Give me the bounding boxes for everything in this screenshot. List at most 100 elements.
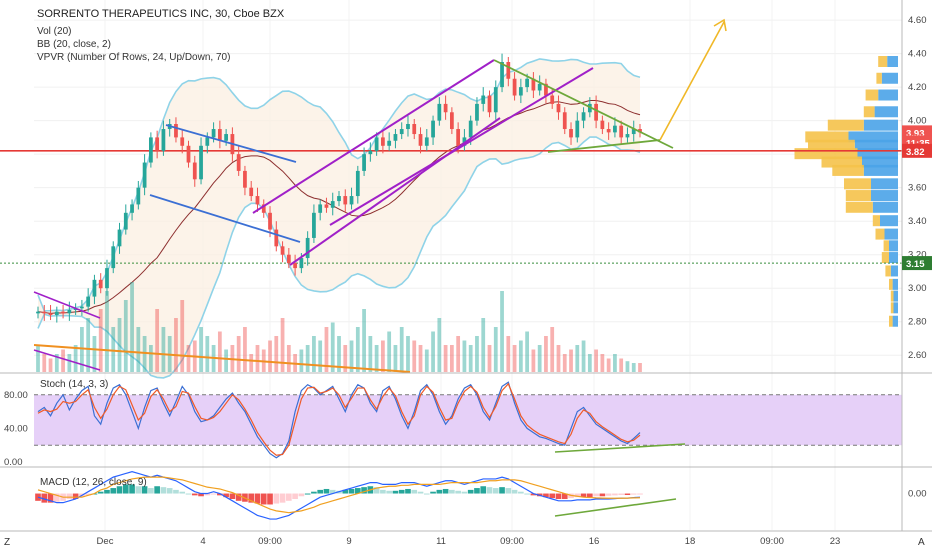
candle-body xyxy=(600,120,605,130)
timezone-toggle[interactable]: Z xyxy=(4,537,10,548)
macd-hist-bar xyxy=(474,488,480,494)
macd-hist-bar xyxy=(154,486,160,494)
candle-body xyxy=(531,78,536,91)
candle-body xyxy=(293,263,297,269)
volume-bar xyxy=(136,327,141,372)
vpvr-up-bar xyxy=(880,215,898,227)
macd-hist-bar xyxy=(116,486,123,494)
time-tick: Dec xyxy=(97,536,114,547)
volume-bar xyxy=(111,327,116,372)
price-tick: 2.80 xyxy=(908,317,927,328)
candle-body xyxy=(468,120,473,138)
stoch-tick: 80.00 xyxy=(4,390,28,401)
macd-hist-bar xyxy=(135,486,142,494)
macd-hist-bar xyxy=(148,488,154,494)
indicator-vol[interactable]: Vol (20) xyxy=(37,26,71,37)
candle-body xyxy=(174,124,178,138)
macd-hist-bar xyxy=(191,493,198,496)
volume-bar xyxy=(243,327,247,372)
candle-body xyxy=(111,246,116,269)
volume-bar xyxy=(468,345,473,372)
candle-body xyxy=(437,103,442,121)
volume-bar xyxy=(600,354,605,372)
auto-scale-toggle[interactable]: A xyxy=(918,537,925,548)
candle-body xyxy=(142,162,147,188)
macd-hist-bar xyxy=(612,493,618,496)
volume-bar xyxy=(249,354,254,372)
macd-hist-bar xyxy=(524,493,530,495)
volume-bar xyxy=(537,345,542,372)
macd-hist-bar xyxy=(599,493,606,497)
vpvr-up-bar xyxy=(884,228,898,240)
candle-body xyxy=(349,196,354,205)
candle-body xyxy=(67,310,72,314)
vpvr-down-bar xyxy=(878,56,888,67)
vpvr-up-bar xyxy=(862,156,898,168)
candle-body xyxy=(155,137,160,151)
macd-label[interactable]: MACD (12, 26, close, 9) xyxy=(40,477,147,488)
vpvr-up-bar xyxy=(881,72,898,84)
stoch-tick: 0.00 xyxy=(4,457,23,468)
macd-hist-bar xyxy=(260,493,267,505)
volume-bar xyxy=(487,345,492,372)
vpvr-down-bar xyxy=(890,290,894,302)
vpvr-up-bar xyxy=(889,252,898,264)
candle-body xyxy=(330,201,335,208)
candle-body xyxy=(61,311,65,314)
candle-body xyxy=(355,170,360,197)
volume-bar xyxy=(305,345,310,372)
candle-body xyxy=(299,258,304,269)
macd-hist-bar xyxy=(122,484,129,494)
candle-body xyxy=(537,83,542,91)
candle-body xyxy=(550,95,555,104)
candle-body xyxy=(36,311,40,314)
candle-body xyxy=(337,196,341,202)
vpvr-down-bar xyxy=(821,156,862,168)
volume-bar xyxy=(105,291,109,372)
indicator-bb[interactable]: BB (20, close, 2) xyxy=(37,39,111,50)
vpvr-up-bar xyxy=(857,148,898,160)
macd-hist-bar xyxy=(248,493,255,503)
macd-hist-bar xyxy=(66,493,73,499)
candle-body xyxy=(393,134,398,141)
indicator-vpvr[interactable]: VPVR (Number Of Rows, 24, Up/Down, 70) xyxy=(37,52,230,63)
stoch-tick: 40.00 xyxy=(4,423,28,434)
macd-hist-bar xyxy=(361,487,367,494)
time-tick: 16 xyxy=(589,536,600,547)
candle-body xyxy=(86,296,91,307)
candle-body xyxy=(180,137,185,146)
volume-bar xyxy=(355,327,360,372)
vpvr-down-bar xyxy=(808,139,855,151)
volume-bar xyxy=(525,331,530,372)
macd-hist-bar xyxy=(329,489,336,494)
volume-bar xyxy=(493,327,498,372)
macd-hist-bar xyxy=(505,488,512,494)
price-badge xyxy=(902,256,932,271)
volume-bar xyxy=(613,354,617,372)
candle-body xyxy=(556,103,561,113)
stoch-label[interactable]: Stoch (14, 3, 3) xyxy=(40,379,108,390)
candle-body xyxy=(268,212,272,230)
macd-hist-bar xyxy=(273,493,280,504)
candle-body xyxy=(387,140,392,146)
vpvr-down-bar xyxy=(872,215,880,227)
macd-hist-bar xyxy=(405,488,411,494)
volume-bar xyxy=(343,345,348,372)
vpvr-up-bar xyxy=(874,106,898,118)
macd-hist-bar xyxy=(411,489,418,494)
vpvr-up-bar xyxy=(887,56,898,67)
macd-hist-bar xyxy=(254,493,261,504)
macd-hist-bar xyxy=(85,493,91,496)
stoch-pane xyxy=(34,381,902,459)
macd-hist-bar xyxy=(480,486,487,494)
macd-hist-bar xyxy=(354,488,361,494)
volume-bar xyxy=(186,345,191,372)
vpvr-down-bar xyxy=(805,131,849,143)
candle-body xyxy=(493,87,498,113)
price-badge-label: 3.15 xyxy=(906,259,925,270)
volume-bar xyxy=(399,327,404,372)
bb-fill xyxy=(38,58,640,378)
projection-line xyxy=(659,21,725,141)
old-channel-line xyxy=(33,349,101,371)
